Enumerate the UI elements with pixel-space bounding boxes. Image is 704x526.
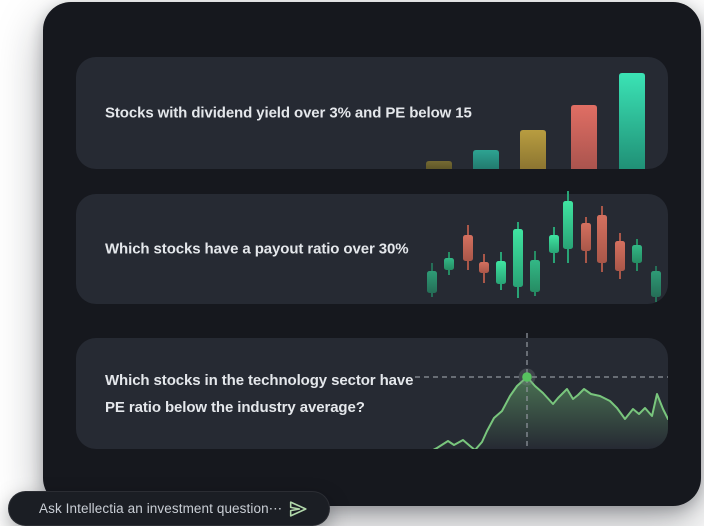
suggestion-card-payout-ratio[interactable]: Which stocks have a payout ratio over 30… <box>76 191 668 304</box>
app-window: Stocks with dividend yield over 3% and P… <box>43 2 701 506</box>
question-text: Stocks with dividend yield over 3% and P… <box>105 104 472 122</box>
question-text: Which stocks have a payout ratio over 30… <box>105 240 409 258</box>
crosshair-overlay <box>415 333 668 449</box>
input-placeholder: Ask Intellectia an investment question⋯ <box>39 500 283 516</box>
line-chart-clip <box>76 338 668 449</box>
bar-chart <box>426 73 645 169</box>
suggestion-card-technology-pe[interactable]: Which stocks in the technology sector ha… <box>76 333 668 449</box>
line-chart <box>431 376 668 449</box>
send-icon[interactable] <box>287 498 309 520</box>
suggestion-card-dividend-yield[interactable]: Stocks with dividend yield over 3% and P… <box>76 57 668 169</box>
ask-question-input[interactable]: Ask Intellectia an investment question⋯ <box>8 491 330 526</box>
question-text: Which stocks in the technology sector ha… <box>105 371 414 416</box>
candlestick-chart <box>427 191 661 302</box>
